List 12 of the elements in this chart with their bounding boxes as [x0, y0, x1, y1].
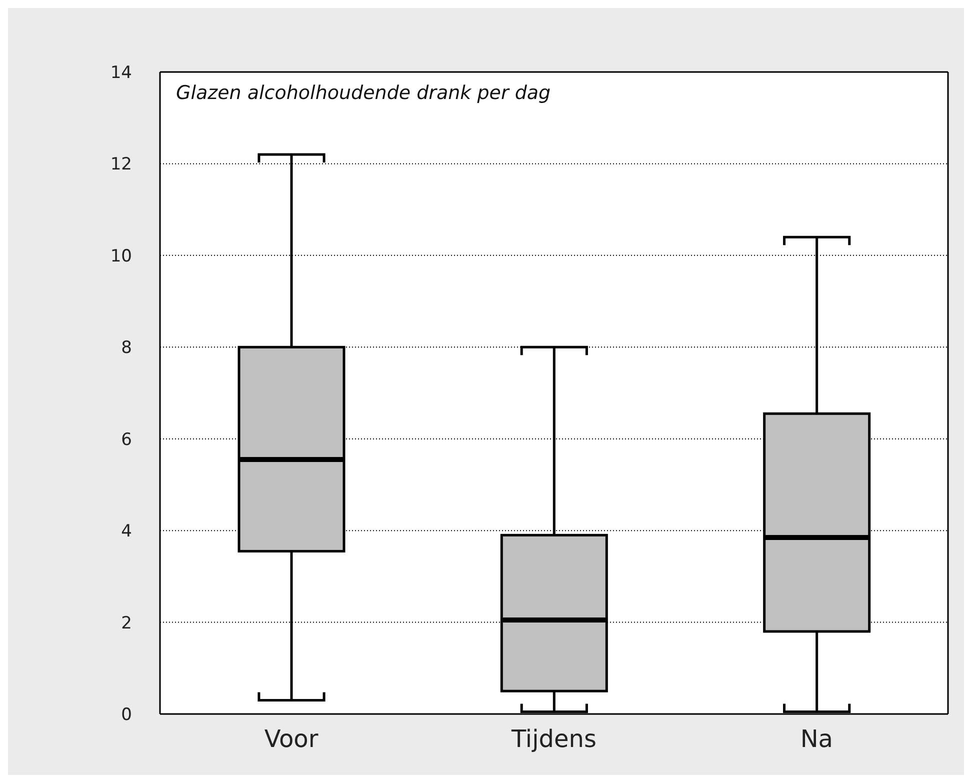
x-tick-label: Na [800, 725, 834, 754]
y-tick-label: 12 [110, 154, 132, 175]
y-tick-label: 8 [121, 338, 132, 358]
y-tick-label: 6 [121, 430, 132, 450]
y-tick-label: 14 [110, 63, 132, 84]
y-tick-label: 0 [121, 705, 132, 726]
y-tick-label: 10 [110, 246, 132, 266]
text: Glazen alcoholhoudende drank per dag [176, 82, 551, 104]
y-tick-label: 4 [121, 522, 132, 542]
y-tick-label: 2 [121, 613, 132, 634]
x-tick-label: Tijdens [510, 725, 596, 754]
x-tick-label: Voor [264, 725, 318, 754]
